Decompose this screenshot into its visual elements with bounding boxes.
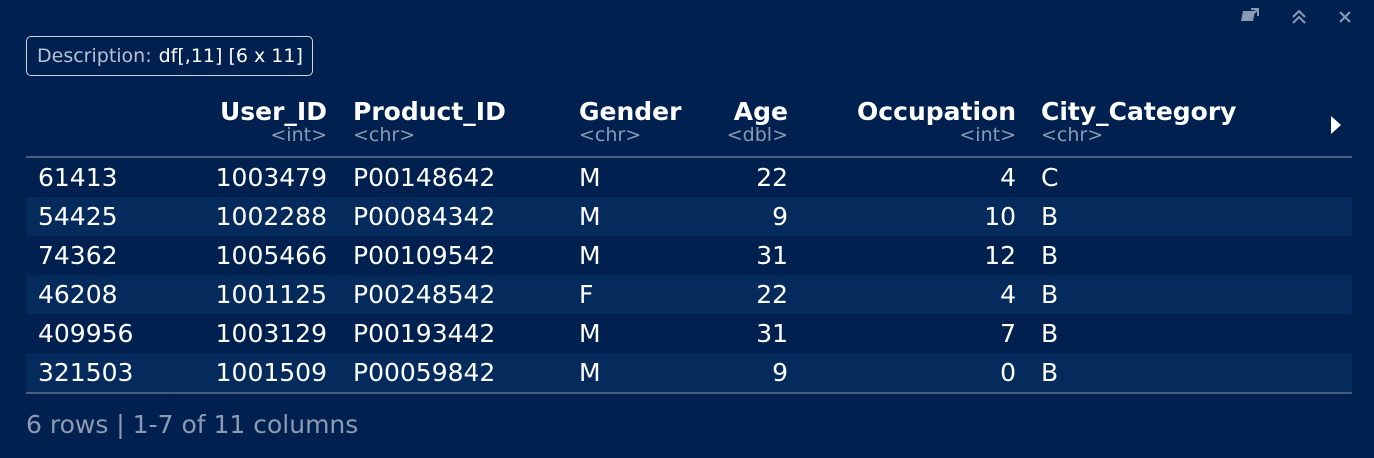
user-id-cell: 1001125 xyxy=(215,280,327,309)
table-row: 74362 1005466 P00109542 M 31 12 B xyxy=(26,236,1352,275)
product-id-cell: P00109542 xyxy=(353,241,496,270)
gender-cell: M xyxy=(579,319,601,348)
city-category-cell: B xyxy=(1041,319,1059,348)
gender-cell: M xyxy=(579,241,601,270)
age-cell: 22 xyxy=(756,163,788,192)
description-label: Description: xyxy=(37,45,152,67)
product-id-cell: P00059842 xyxy=(353,358,496,387)
pagination-summary: 6 rows | 1-7 of 11 columns xyxy=(26,410,359,439)
product-id-cell: P00148642 xyxy=(353,163,496,192)
row-name-cell: 54425 xyxy=(38,202,118,231)
age-cell: 22 xyxy=(756,280,788,309)
column-header-city-category[interactable]: City_Category xyxy=(1041,97,1237,126)
product-id-cell: P00248542 xyxy=(353,280,496,309)
gender-cell: F xyxy=(579,280,594,309)
column-type-city-category: <chr> xyxy=(1041,124,1104,146)
column-type-age: <dbl> xyxy=(726,124,788,146)
row-name-cell: 46208 xyxy=(38,280,118,309)
column-type-product-id: <chr> xyxy=(353,124,416,146)
occupation-cell: 4 xyxy=(1000,163,1016,192)
city-category-cell: C xyxy=(1041,163,1059,192)
user-id-cell: 1003129 xyxy=(215,319,327,348)
product-id-cell: P00084342 xyxy=(353,202,496,231)
age-cell: 31 xyxy=(756,241,788,270)
collapse-icon[interactable] xyxy=(1287,6,1311,28)
user-id-cell: 1001509 xyxy=(215,358,327,387)
row-name-cell: 321503 xyxy=(38,358,134,387)
user-id-cell: 1005466 xyxy=(215,241,327,270)
close-icon[interactable] xyxy=(1333,6,1357,28)
gender-cell: M xyxy=(579,163,601,192)
table-row: 409956 1003129 P00193442 M 31 7 B xyxy=(26,314,1352,353)
table-row: 46208 1001125 P00248542 F 22 4 B xyxy=(26,275,1352,314)
description-box: Description: df[,11] [6 x 11] xyxy=(26,36,313,76)
table-bottom-divider xyxy=(26,392,1352,394)
occupation-cell: 0 xyxy=(1000,358,1016,387)
gender-cell: M xyxy=(579,202,601,231)
row-name-cell: 409956 xyxy=(38,319,134,348)
product-id-cell: P00193442 xyxy=(353,319,496,348)
occupation-cell: 10 xyxy=(984,202,1016,231)
next-columns-icon[interactable] xyxy=(1328,114,1344,136)
occupation-cell: 4 xyxy=(1000,280,1016,309)
table-row: 54425 1002288 P00084342 M 9 10 B xyxy=(26,197,1352,236)
column-header-occupation[interactable]: Occupation xyxy=(857,97,1016,126)
description-value: df[,11] [6 x 11] xyxy=(158,45,303,67)
age-cell: 31 xyxy=(756,319,788,348)
city-category-cell: B xyxy=(1041,241,1059,270)
table-row: 321503 1001509 P00059842 M 9 0 B xyxy=(26,353,1352,392)
city-category-cell: B xyxy=(1041,358,1059,387)
user-id-cell: 1003479 xyxy=(215,163,327,192)
table-row: 61413 1003479 P00148642 M 22 4 C xyxy=(26,158,1352,197)
age-cell: 9 xyxy=(772,202,788,231)
column-header-gender[interactable]: Gender xyxy=(579,97,682,126)
column-header-user-id[interactable]: User_ID xyxy=(219,97,327,126)
city-category-cell: B xyxy=(1041,202,1059,231)
row-name-cell: 74362 xyxy=(38,241,118,270)
occupation-cell: 12 xyxy=(984,241,1016,270)
age-cell: 9 xyxy=(772,358,788,387)
column-header-product-id[interactable]: Product_ID xyxy=(353,97,506,126)
column-type-user-id: <int> xyxy=(270,124,327,146)
column-header-age[interactable]: Age xyxy=(733,97,788,126)
row-name-cell: 61413 xyxy=(38,163,118,192)
popout-icon[interactable] xyxy=(1237,6,1261,28)
header-divider xyxy=(26,156,1352,158)
gender-cell: M xyxy=(579,358,601,387)
occupation-cell: 7 xyxy=(1000,319,1016,348)
city-category-cell: B xyxy=(1041,280,1059,309)
column-type-gender: <chr> xyxy=(579,124,642,146)
column-type-occupation: <int> xyxy=(959,124,1016,146)
user-id-cell: 1002288 xyxy=(215,202,327,231)
